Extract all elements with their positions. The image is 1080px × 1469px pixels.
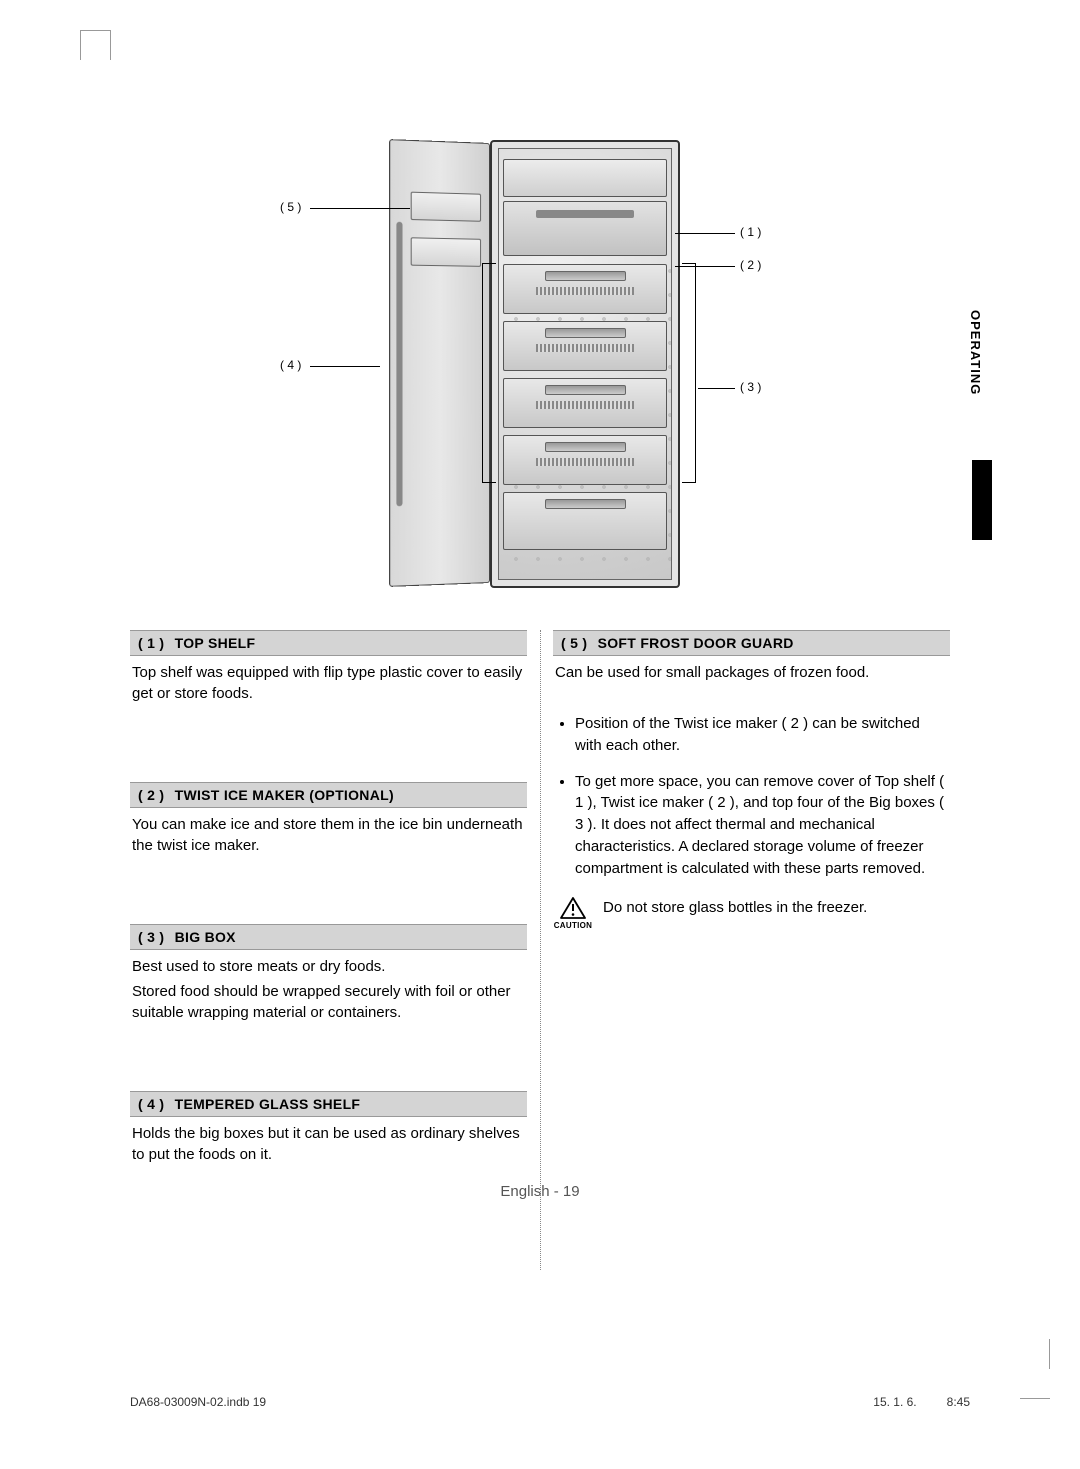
page-content: ( 5 ) ( 4 ) ( 1 ) ( 2 ) ( 3 ) ( 1 ) T (130, 130, 950, 1330)
callout-3: ( 3 ) (740, 380, 761, 394)
section-header-5: ( 5 ) SOFT FROST DOOR GUARD (553, 630, 950, 656)
big-box (503, 435, 667, 485)
freezer-door (389, 139, 490, 587)
callout-1: ( 1 ) (740, 225, 761, 239)
section-body-3a: Best used to store meats or dry foods. (130, 956, 527, 977)
section-body-2: You can make ice and store them in the i… (130, 814, 527, 856)
section-body-4: Holds the big boxes but it can be used a… (130, 1123, 527, 1165)
section-body-1: Top shelf was equipped with flip type pl… (130, 662, 527, 704)
freezer-cabinet (490, 140, 680, 588)
right-column: ( 5 ) SOFT FROST DOOR GUARD Can be used … (553, 630, 950, 1160)
section-body-3b: Stored food should be wrapped securely w… (130, 981, 527, 1023)
door-handle (396, 222, 402, 507)
twist-ice-maker (503, 201, 667, 256)
freezer-illustration (390, 140, 680, 590)
side-tab-label: OPERATING (968, 310, 983, 395)
crop-mark (1020, 1397, 1050, 1399)
print-date: 15. 1. 6. (873, 1395, 916, 1409)
door-guard (411, 192, 481, 222)
section-header-2: ( 2 ) TWIST ICE MAKER (OPTIONAL) (130, 782, 527, 808)
print-file: DA68-03009N-02.indb 19 (130, 1395, 266, 1409)
crop-mark (110, 30, 112, 60)
callout-4: ( 4 ) (280, 358, 301, 372)
callout-5: ( 5 ) (280, 200, 301, 214)
caution-label: CAUTION (553, 920, 593, 931)
caution-icon: CAUTION (553, 897, 593, 931)
side-tab-marker (972, 460, 992, 540)
caution-text: Do not store glass bottles in the freeze… (603, 897, 867, 918)
section-body-5: Can be used for small packages of frozen… (553, 662, 950, 683)
door-guard (411, 237, 481, 267)
big-box (503, 321, 667, 371)
note-item: Position of the Twist ice maker ( 2 ) ca… (575, 713, 950, 757)
big-box (503, 264, 667, 314)
print-time: 8:45 (947, 1395, 970, 1409)
note-item: To get more space, you can remove cover … (575, 771, 950, 880)
page-footer: English - 19 (130, 1183, 950, 1200)
big-box (503, 378, 667, 428)
side-tab: OPERATING (964, 300, 992, 560)
text-columns: ( 1 ) TOP SHELF Top shelf was equipped w… (130, 630, 950, 1160)
notes-list: Position of the Twist ice maker ( 2 ) ca… (553, 713, 950, 879)
bracket (482, 263, 496, 483)
crop-mark (1020, 1339, 1050, 1369)
section-header-1: ( 1 ) TOP SHELF (130, 630, 527, 656)
callout-2: ( 2 ) (740, 258, 761, 272)
left-column: ( 1 ) TOP SHELF Top shelf was equipped w… (130, 630, 527, 1160)
crop-mark (80, 30, 110, 60)
big-box (503, 492, 667, 550)
section-header-3: ( 3 ) BIG BOX (130, 924, 527, 950)
print-footer: DA68-03009N-02.indb 19 15. 1. 6. 8:45 (130, 1395, 970, 1409)
caution-block: CAUTION Do not store glass bottles in th… (553, 897, 950, 931)
top-shelf (503, 159, 667, 197)
freezer-diagram: ( 5 ) ( 4 ) ( 1 ) ( 2 ) ( 3 ) (280, 130, 780, 600)
section-header-4: ( 4 ) TEMPERED GLASS SHELF (130, 1091, 527, 1117)
bracket (682, 263, 696, 483)
